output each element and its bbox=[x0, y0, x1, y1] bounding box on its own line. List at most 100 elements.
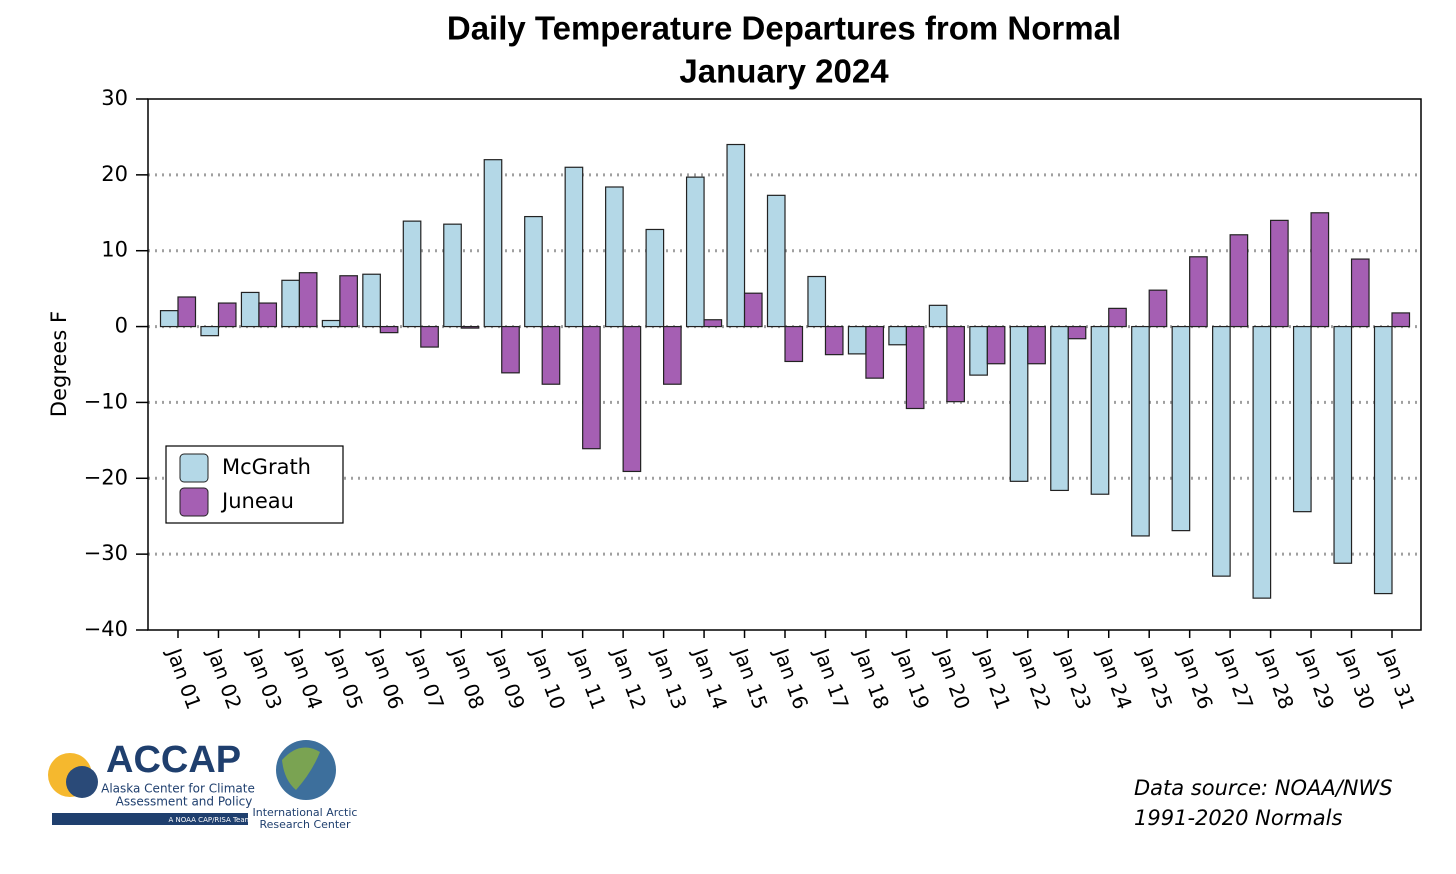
legend: McGrath Juneau bbox=[165, 445, 344, 524]
logo-band bbox=[52, 813, 248, 825]
x-tick-label: Jan 08 bbox=[445, 644, 490, 713]
x-tick-label: Jan 23 bbox=[1052, 644, 1097, 713]
x-tick-label: Jan 03 bbox=[242, 644, 287, 713]
logo-land bbox=[282, 747, 320, 790]
bar bbox=[743, 292, 763, 328]
bar bbox=[582, 325, 601, 450]
logo-text: Assessment and Policy bbox=[116, 795, 253, 809]
x-tick-label: Jan 15 bbox=[728, 644, 773, 713]
bar bbox=[1229, 234, 1249, 328]
bar bbox=[402, 220, 422, 328]
bar bbox=[905, 325, 925, 410]
x-tick-label: Jan 19 bbox=[890, 644, 935, 713]
x-tick-label: Jan 02 bbox=[202, 644, 247, 713]
bar bbox=[1350, 258, 1370, 328]
bar bbox=[703, 319, 723, 328]
bar bbox=[1148, 289, 1168, 328]
logo-text: International Arctic bbox=[253, 806, 358, 819]
bar bbox=[258, 302, 278, 328]
bar bbox=[605, 186, 624, 328]
bar bbox=[321, 319, 341, 328]
x-tick-label: Jan 21 bbox=[971, 644, 1016, 713]
y-tick-label: 10 bbox=[101, 238, 128, 262]
y-tick-label: −20 bbox=[84, 465, 128, 489]
bar bbox=[1391, 312, 1411, 328]
y-tick-label: 30 bbox=[101, 86, 128, 110]
logo-text: A NOAA CAP/RISA Team bbox=[169, 816, 252, 824]
bar bbox=[217, 302, 237, 328]
chart-subtitle: January 2024 bbox=[679, 53, 889, 90]
x-tick-label: Jan 30 bbox=[1335, 644, 1380, 713]
x-tick-label: Jan 28 bbox=[1254, 644, 1299, 713]
x-tick-label: Jan 07 bbox=[404, 644, 449, 713]
bar bbox=[460, 325, 480, 329]
bar bbox=[969, 325, 988, 376]
iarc-logo: International Arctic Research Center bbox=[253, 740, 358, 831]
bar bbox=[1050, 325, 1069, 492]
bar bbox=[200, 325, 220, 337]
bar bbox=[281, 279, 300, 328]
bar bbox=[240, 291, 260, 328]
bar bbox=[847, 325, 867, 355]
y-tick-label: −30 bbox=[84, 541, 128, 565]
legend-swatch bbox=[179, 487, 209, 517]
bar bbox=[159, 310, 179, 328]
x-tick-label: Jan 29 bbox=[1295, 644, 1340, 713]
bar bbox=[177, 296, 197, 328]
x-tick-label: Jan 17 bbox=[809, 644, 854, 713]
bar bbox=[483, 159, 503, 328]
y-tick-label: −40 bbox=[84, 617, 128, 641]
y-tick-label: 20 bbox=[101, 162, 128, 186]
bar bbox=[1009, 325, 1029, 482]
y-tick-label: −10 bbox=[84, 389, 128, 413]
bar bbox=[645, 228, 665, 328]
bar bbox=[1090, 325, 1110, 495]
x-tick-label: Jan 20 bbox=[930, 644, 975, 713]
bar bbox=[807, 275, 827, 328]
bar bbox=[1131, 325, 1150, 537]
x-tick-label: Jan 04 bbox=[283, 644, 328, 713]
bar bbox=[928, 304, 948, 328]
bar bbox=[1333, 325, 1353, 564]
plot-frame bbox=[147, 98, 1422, 631]
x-tick-label: Jan 09 bbox=[485, 644, 530, 713]
bar bbox=[1171, 325, 1191, 532]
bar bbox=[379, 325, 399, 334]
bar bbox=[564, 166, 584, 328]
bar bbox=[622, 325, 642, 473]
legend-label: McGrath bbox=[222, 455, 311, 479]
bar bbox=[1310, 212, 1330, 328]
x-tick-label: Jan 25 bbox=[1133, 644, 1178, 713]
x-tick-label: Jan 05 bbox=[323, 644, 368, 713]
x-tick-label: Jan 16 bbox=[768, 644, 813, 713]
bar bbox=[1212, 325, 1231, 577]
bar bbox=[1252, 325, 1272, 599]
y-axis-label: Degrees F bbox=[47, 311, 71, 417]
bar bbox=[986, 325, 1006, 365]
logo-text: ACCAP bbox=[106, 739, 241, 781]
bar bbox=[888, 325, 908, 346]
bar bbox=[1067, 325, 1087, 340]
bar bbox=[726, 143, 746, 328]
x-tick-label: Jan 01 bbox=[161, 644, 206, 713]
y-tick-label: 0 bbox=[115, 314, 128, 338]
bar bbox=[339, 275, 358, 328]
bar bbox=[1292, 325, 1312, 513]
bar bbox=[1189, 256, 1208, 328]
x-tick-label: Jan 13 bbox=[647, 644, 692, 713]
bar bbox=[1027, 325, 1046, 365]
bar bbox=[541, 325, 561, 385]
x-tick-label: Jan 14 bbox=[688, 644, 733, 713]
x-tick-label: Jan 24 bbox=[1092, 644, 1137, 713]
bar bbox=[766, 194, 786, 328]
bar bbox=[501, 325, 520, 374]
x-tick-label: Jan 27 bbox=[1214, 644, 1259, 713]
logo-snow bbox=[66, 766, 98, 798]
bar bbox=[946, 325, 965, 403]
logo-text: Research Center bbox=[260, 818, 351, 831]
bar bbox=[524, 215, 543, 328]
x-tick-label: Jan 26 bbox=[1173, 644, 1218, 713]
bar bbox=[1269, 219, 1289, 328]
legend-label: Juneau bbox=[220, 489, 294, 513]
